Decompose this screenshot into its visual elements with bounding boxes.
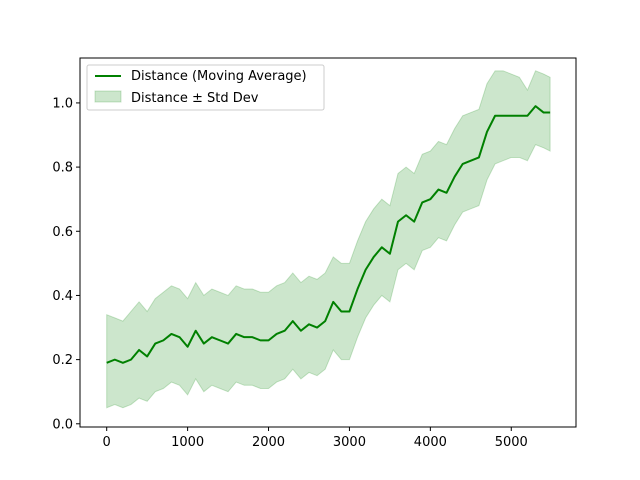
plot-frame	[79, 57, 577, 428]
std-dev-band	[106, 70, 551, 409]
x-tick-label: 2000	[252, 435, 285, 450]
y-axis-ticks: 0.0 0.2 0.4 0.6 0.8 1.0	[52, 96, 80, 432]
y-tick-label: 0.0	[52, 417, 73, 432]
moving-average-line-layer	[106, 105, 551, 364]
x-axis-ticks: 0 1000 2000 3000 4000 5000	[103, 427, 528, 450]
legend-label-moving-average: Distance (Moving Average)	[131, 69, 307, 84]
legend-band-swatch	[94, 90, 122, 103]
y-tick-label: 0.8	[52, 161, 73, 176]
y-tick-label: 0.6	[52, 225, 73, 240]
x-tick-label: 3000	[333, 435, 366, 450]
y-tick-label: 0.4	[52, 289, 73, 304]
x-tick-label: 0	[103, 435, 111, 450]
std-dev-band-layer	[106, 70, 551, 409]
y-tick-label: 1.0	[52, 96, 73, 111]
y-tick-label: 0.2	[52, 353, 73, 368]
moving-average-line	[106, 105, 551, 364]
legend-frame	[86, 64, 325, 111]
x-tick-label: 4000	[414, 435, 447, 450]
x-tick-label: 5000	[495, 435, 528, 450]
legend: Distance (Moving Average) Distance ± Std…	[86, 64, 325, 111]
x-tick-label: 1000	[171, 435, 204, 450]
legend-label-std-dev: Distance ± Std Dev	[131, 91, 259, 106]
